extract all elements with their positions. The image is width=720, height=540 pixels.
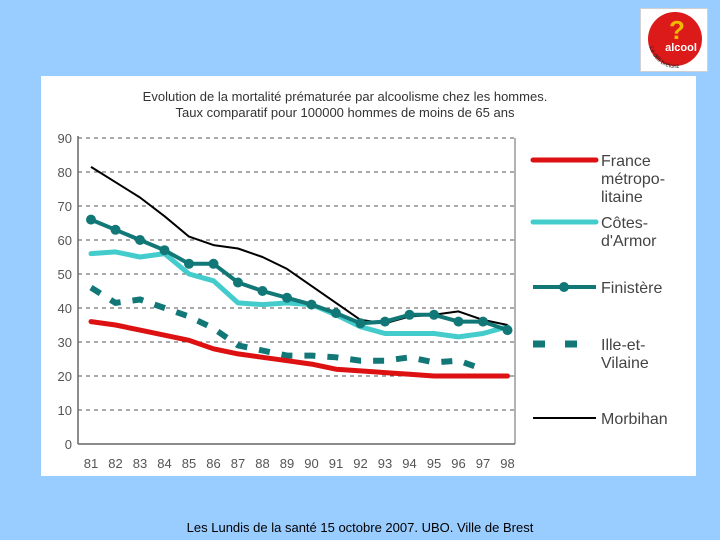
- legend-label: Ille-et-: [601, 337, 645, 354]
- legend-label: litaine: [601, 189, 643, 206]
- data-point: [208, 258, 219, 269]
- series-group: [86, 166, 513, 379]
- legend-marker: [559, 282, 569, 292]
- grid: [78, 137, 515, 411]
- chart-panel: Evolution de la mortalité prématurée par…: [41, 76, 696, 476]
- y-tick-label: 10: [58, 403, 72, 418]
- x-tick-label: 90: [304, 456, 318, 471]
- data-point: [257, 286, 268, 296]
- y-tick-label: 60: [58, 233, 72, 248]
- alcool-logo: ? alcool Le défi bretonz: [640, 8, 708, 72]
- y-tick-label: 20: [58, 369, 72, 384]
- logo-red-disc: [648, 12, 702, 66]
- data-point: [159, 245, 170, 256]
- series-line: [89, 285, 484, 373]
- data-point: [306, 299, 317, 310]
- x-tick-label: 97: [476, 456, 490, 471]
- chart-title: Evolution de la mortalité prématurée par…: [143, 89, 548, 104]
- logo-question-mark: ?: [669, 15, 685, 45]
- x-tick-label: 86: [206, 456, 220, 471]
- data-point: [502, 325, 513, 336]
- x-tick-label: 85: [182, 456, 196, 471]
- legend-label: Morbihan: [601, 411, 668, 428]
- line-chart: Evolution de la mortalité prématurée par…: [58, 89, 668, 471]
- x-tick-label: 87: [231, 456, 245, 471]
- x-tick-label: 93: [378, 456, 392, 471]
- axes: 0 10 20 30 40 50 60 70 80 90 81 82 83 84 85 86 87 88 89 90 9…: [58, 131, 516, 471]
- data-point: [282, 292, 292, 303]
- chart-subtitle: Taux comparatif pour 100000 hommes de mo…: [176, 105, 515, 120]
- legend-label: d'Armor: [601, 233, 657, 250]
- y-tick-label: 70: [58, 199, 72, 214]
- x-tick-label: 83: [133, 456, 147, 471]
- data-point: [404, 309, 415, 320]
- x-tick-label: 92: [353, 456, 367, 471]
- data-point: [478, 316, 488, 327]
- data-point: [86, 214, 96, 225]
- x-tick-label: 89: [280, 456, 294, 471]
- data-point: [184, 258, 194, 269]
- legend-label: Vilaine: [601, 355, 649, 372]
- data-point: [429, 309, 439, 320]
- x-tick-label: 96: [451, 456, 465, 471]
- data-point: [331, 308, 341, 319]
- legend-label: Finistère: [601, 280, 662, 297]
- y-tick-label: 40: [58, 301, 72, 316]
- data-point: [355, 318, 366, 329]
- data-point: [380, 316, 390, 327]
- data-point: [233, 277, 243, 288]
- footer-caption: Les Lundis de la santé 15 octobre 2007. …: [186, 520, 534, 535]
- data-point: [110, 224, 121, 235]
- x-tick-label: 91: [329, 456, 343, 471]
- x-tick-label: 98: [500, 456, 514, 471]
- y-tick-label: 80: [58, 165, 72, 180]
- y-tick-label: 30: [58, 335, 72, 350]
- data-point: [135, 235, 145, 245]
- x-tick-label: 95: [427, 456, 441, 471]
- x-tick-label: 88: [255, 456, 269, 471]
- data-point: [453, 316, 464, 327]
- x-tick-label: 84: [157, 456, 171, 471]
- legend-label: France: [601, 153, 651, 170]
- x-tick-label: 81: [84, 456, 98, 471]
- y-tick-label: 0: [65, 437, 72, 452]
- x-tick-label: 82: [108, 456, 122, 471]
- y-tick-label: 50: [58, 267, 72, 282]
- series-line: [88, 319, 510, 379]
- legend-label: métropo-: [601, 171, 665, 188]
- y-tick-label: 90: [58, 131, 72, 146]
- series-line: [88, 249, 510, 340]
- legend-label: Côtes-: [601, 215, 648, 232]
- x-tick-label: 94: [402, 456, 416, 471]
- logo-text: alcool: [665, 42, 697, 54]
